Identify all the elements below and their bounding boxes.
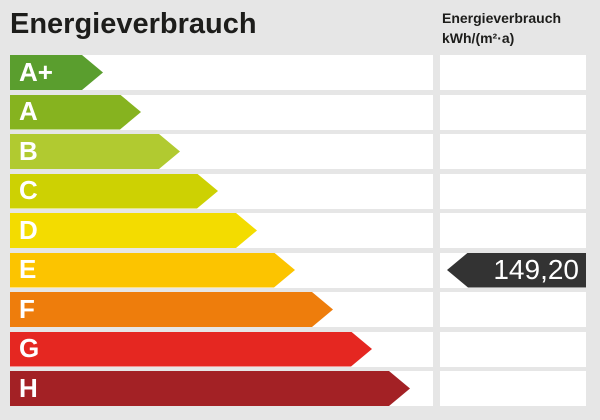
value-cell-e: 149,20 (440, 252, 586, 288)
value-pointer-tag: 149,20 (447, 252, 586, 288)
scale-row-f: F (0, 292, 600, 327)
value-cell-a (440, 94, 586, 130)
unit-header: Energieverbrauch kWh/(m²·a) (442, 8, 561, 48)
grade-label-g: G (19, 333, 40, 363)
scale-row-g: G (0, 331, 600, 367)
value-cell-d (440, 213, 586, 248)
grade-arrow-a: A (10, 95, 141, 130)
value-cell-b (440, 134, 586, 169)
scale-row-h: H (0, 371, 600, 406)
value-cell-a-plus (440, 55, 586, 90)
scale-row-e: E 149,20 (0, 252, 600, 288)
value-cell-c (440, 173, 586, 209)
grade-arrow-c: C (10, 174, 218, 209)
grade-arrow-f: F (10, 292, 333, 327)
energy-scale: A+ A B C D E 149,20 F G H (0, 55, 600, 420)
grade-arrow-b: B (10, 134, 180, 169)
grade-arrow-g: G (10, 332, 372, 367)
grade-label-d: D (19, 214, 38, 245)
scale-row-b: B (0, 134, 600, 169)
grade-label-h: H (19, 372, 38, 403)
grade-label-b: B (19, 135, 38, 166)
value-cell-f (440, 292, 586, 327)
scale-row-a-plus: A+ (0, 55, 600, 90)
grade-label-a-plus: A+ (19, 56, 53, 87)
grade-label-f: F (19, 293, 35, 324)
value-cell-g (440, 331, 586, 367)
value-text: 149,20 (493, 254, 579, 285)
grade-label-a: A (19, 96, 38, 126)
value-cell-h (440, 371, 586, 406)
unit-header-line2: kWh/(m²·a) (442, 30, 515, 46)
unit-header-line1: Energieverbrauch (442, 10, 562, 26)
grade-label-c: C (19, 175, 38, 205)
grade-arrow-d: D (10, 213, 257, 248)
grade-arrow-e: E (10, 253, 295, 288)
page-title: Energieverbrauch (10, 8, 257, 40)
scale-row-d: D (0, 213, 600, 248)
scale-row-a: A (0, 94, 600, 130)
grade-arrow-h: H (10, 371, 410, 406)
grade-label-e: E (19, 254, 37, 284)
grade-arrow-a-plus: A+ (10, 55, 103, 90)
scale-row-c: C (0, 173, 600, 209)
